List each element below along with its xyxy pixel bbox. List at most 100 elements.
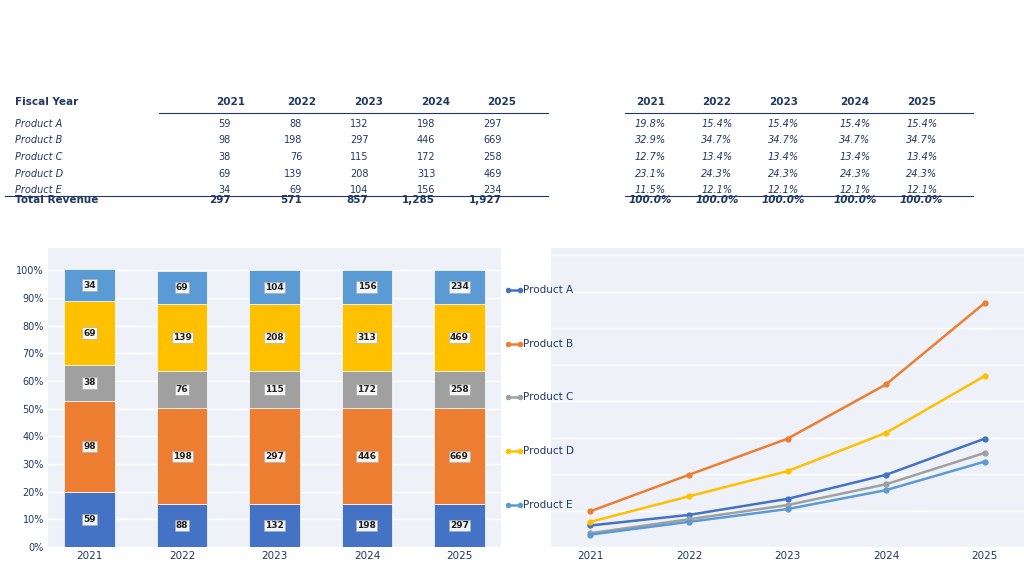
- Text: 15.4%: 15.4%: [701, 119, 732, 129]
- Text: 32.9%: 32.9%: [635, 136, 666, 145]
- Text: 59: 59: [218, 119, 230, 129]
- Text: 115: 115: [265, 385, 284, 394]
- Text: 2021: 2021: [636, 98, 665, 107]
- Text: 234: 234: [483, 185, 502, 196]
- Text: 69: 69: [290, 185, 302, 196]
- Text: 313: 313: [417, 168, 435, 179]
- Text: 13.4%: 13.4%: [840, 152, 870, 162]
- Text: 2024: 2024: [421, 98, 450, 107]
- Text: 132: 132: [265, 521, 284, 530]
- Bar: [434, 371, 484, 408]
- Text: Product A: Product A: [15, 119, 62, 129]
- Text: Product C: Product C: [523, 392, 573, 403]
- Text: Product D: Product D: [523, 447, 573, 456]
- Text: 297: 297: [483, 119, 502, 129]
- Bar: [157, 372, 208, 409]
- Text: 857: 857: [347, 194, 369, 205]
- Text: 12.1%: 12.1%: [840, 185, 870, 196]
- Text: 100.0%: 100.0%: [695, 194, 738, 205]
- Text: 34.7%: 34.7%: [768, 136, 799, 145]
- Text: 446: 446: [357, 452, 377, 461]
- Text: 258: 258: [450, 385, 469, 394]
- Text: 132: 132: [350, 119, 369, 129]
- Text: 34.7%: 34.7%: [906, 136, 937, 145]
- Text: 2022: 2022: [702, 98, 731, 107]
- Text: 88: 88: [290, 119, 302, 129]
- Bar: [157, 409, 208, 504]
- Text: 2023: 2023: [769, 98, 798, 107]
- Text: 13.4%: 13.4%: [701, 152, 732, 162]
- Text: 12.1%: 12.1%: [768, 185, 799, 196]
- Bar: [65, 269, 115, 301]
- Text: 258: 258: [483, 152, 502, 162]
- Text: 76: 76: [176, 385, 188, 395]
- Text: 156: 156: [357, 283, 377, 291]
- Text: 24.3%: 24.3%: [906, 168, 937, 179]
- Text: 198: 198: [357, 521, 377, 530]
- Text: 24.3%: 24.3%: [840, 168, 870, 179]
- Bar: [157, 304, 208, 372]
- Text: 69: 69: [176, 283, 188, 292]
- Text: 297: 297: [450, 521, 469, 530]
- Text: 98: 98: [218, 136, 230, 145]
- Bar: [249, 409, 300, 504]
- Bar: [434, 304, 484, 371]
- Text: 76: 76: [290, 152, 302, 162]
- Text: 15.4%: 15.4%: [768, 119, 799, 129]
- Text: 69: 69: [83, 328, 96, 338]
- Text: 12.7%: 12.7%: [635, 152, 666, 162]
- Text: 446: 446: [417, 136, 435, 145]
- Text: 15.4%: 15.4%: [840, 119, 870, 129]
- Text: 100.0%: 100.0%: [900, 194, 943, 205]
- Text: 115: 115: [350, 152, 369, 162]
- Text: 100.0%: 100.0%: [834, 194, 877, 205]
- Text: Revenue Summary ($'000) - 5 Years to December 2025: Revenue Summary ($'000) - 5 Years to Dec…: [318, 70, 706, 83]
- Text: 198: 198: [284, 136, 302, 145]
- Text: 669: 669: [483, 136, 502, 145]
- Text: 59: 59: [83, 515, 96, 524]
- Text: 11.5%: 11.5%: [635, 185, 666, 196]
- Bar: [434, 408, 484, 504]
- Text: 98: 98: [83, 442, 96, 451]
- Text: 198: 198: [173, 452, 191, 461]
- Bar: [65, 365, 115, 400]
- Text: Revenue Summary ($'000) - 5 Years to December 2025: Revenue Summary ($'000) - 5 Years to Dec…: [318, 212, 706, 225]
- Text: 172: 172: [357, 385, 377, 394]
- Text: 19.8%: 19.8%: [635, 119, 666, 129]
- Text: 34: 34: [218, 185, 230, 196]
- Bar: [65, 492, 115, 547]
- Bar: [249, 371, 300, 409]
- Text: 297: 297: [350, 136, 369, 145]
- Text: 34.7%: 34.7%: [840, 136, 870, 145]
- Bar: [342, 371, 392, 409]
- Text: 88: 88: [176, 521, 188, 530]
- Text: 12.1%: 12.1%: [701, 185, 732, 196]
- Text: 2025: 2025: [487, 98, 516, 107]
- Bar: [434, 504, 484, 547]
- Text: 100.0%: 100.0%: [762, 194, 805, 205]
- Text: 2021: 2021: [216, 98, 245, 107]
- Text: Product A: Product A: [523, 285, 572, 295]
- Text: Product B: Product B: [15, 136, 62, 145]
- Text: 208: 208: [350, 168, 369, 179]
- Text: 297: 297: [209, 194, 230, 205]
- Text: 234: 234: [450, 283, 469, 291]
- Text: 208: 208: [265, 333, 284, 342]
- Text: Product B: Product B: [523, 339, 572, 349]
- Bar: [249, 271, 300, 304]
- Bar: [249, 304, 300, 371]
- Text: 104: 104: [265, 283, 284, 292]
- Text: 469: 469: [483, 168, 502, 179]
- Text: 198: 198: [417, 119, 435, 129]
- Text: 24.3%: 24.3%: [768, 168, 799, 179]
- Text: 1,927: 1,927: [469, 194, 502, 205]
- Text: 15.4%: 15.4%: [906, 119, 937, 129]
- Bar: [342, 504, 392, 547]
- Bar: [65, 301, 115, 365]
- Bar: [434, 270, 484, 304]
- Text: 12.1%: 12.1%: [906, 185, 937, 196]
- Bar: [157, 504, 208, 547]
- Text: Product E: Product E: [15, 185, 62, 196]
- Text: Total Revenue: Total Revenue: [15, 194, 98, 205]
- Text: 34: 34: [83, 280, 96, 290]
